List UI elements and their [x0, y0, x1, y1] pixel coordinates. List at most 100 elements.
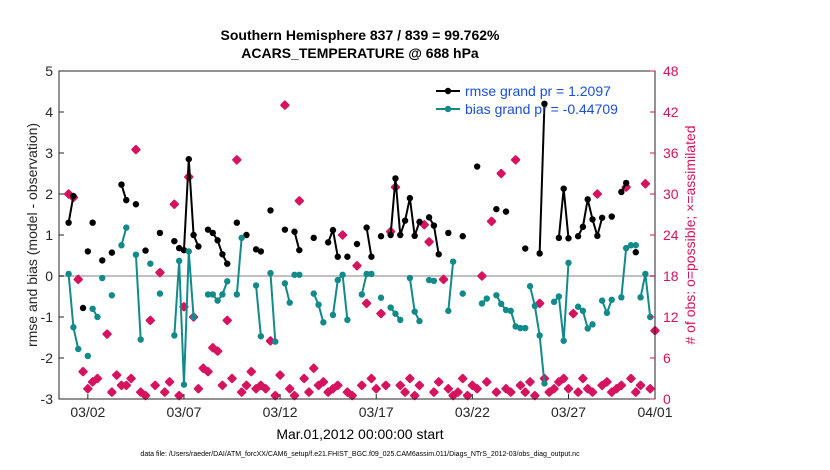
- obs-assimilated-point: [486, 216, 497, 227]
- obs-assimilated-point: [409, 390, 420, 401]
- rmse-point: [219, 251, 226, 258]
- rmse-legend-marker: [444, 87, 452, 95]
- obs-assimilated-point: [602, 377, 612, 387]
- obs-assimilated-point: [289, 390, 300, 401]
- rmse-point: [392, 175, 399, 182]
- left-tick-label: 1: [45, 227, 53, 243]
- bias-point: [123, 224, 130, 231]
- obs-assimilated-point: [333, 380, 343, 391]
- obs-assimilated-point: [73, 274, 83, 285]
- obs-assimilated-point: [510, 155, 521, 165]
- obs-assimilated-point: [217, 380, 228, 391]
- obs-assimilated-point: [429, 387, 439, 397]
- plot-frame: [58, 70, 656, 400]
- obs-assimilated-point: [414, 380, 425, 391]
- bias-point: [507, 307, 515, 315]
- obs-assimilated-point: [357, 380, 367, 391]
- right-tick-label: 0: [663, 391, 671, 407]
- bias-point: [387, 304, 394, 311]
- rmse-point: [214, 237, 221, 244]
- obs-assimilated-point: [477, 271, 487, 281]
- obs-assimilated-point: [520, 387, 530, 397]
- bias-point: [252, 282, 260, 289]
- rmse-series-line: [67, 195, 75, 223]
- obs-assimilated-point: [506, 387, 516, 397]
- bias-point: [267, 269, 274, 277]
- obs-assimilated-point: [496, 168, 506, 179]
- bias-point: [99, 274, 106, 282]
- obs-assimilated-point: [92, 373, 103, 384]
- obs-assimilated-point: [530, 390, 540, 401]
- rmse-point: [224, 260, 231, 267]
- left-tick-label: 5: [45, 63, 53, 79]
- obs-assimilated-point: [578, 373, 588, 384]
- left-tick-label: 3: [45, 145, 53, 161]
- obs-assimilated-point: [193, 384, 204, 394]
- chart-title-line1: Southern Hemisphere 837 / 839 = 99.762%: [220, 27, 500, 43]
- obs-assimilated-point: [462, 390, 473, 401]
- rmse-point: [70, 192, 77, 200]
- bias-point: [579, 307, 587, 315]
- obs-assimilated-point: [472, 384, 482, 394]
- obs-assimilated-point: [318, 377, 329, 387]
- bias-point: [190, 313, 197, 321]
- rmse-point: [233, 219, 241, 226]
- obs-assimilated-point: [568, 308, 578, 319]
- obs-assimilated-point: [203, 366, 213, 377]
- rmse-point: [243, 231, 250, 239]
- obs-assimilated-point: [366, 373, 377, 384]
- rmse-point: [493, 205, 500, 213]
- rmse-point: [387, 231, 394, 239]
- rmse-point: [565, 235, 572, 242]
- bias-point: [598, 297, 606, 304]
- bias-point: [89, 305, 96, 312]
- rmse-point: [445, 229, 452, 237]
- rmse-point: [363, 224, 370, 231]
- rmse-point: [406, 194, 414, 202]
- bias-point: [618, 294, 625, 301]
- bias-point: [156, 290, 164, 297]
- rmse-point: [65, 219, 72, 226]
- rmse-point: [79, 304, 87, 312]
- obs-assimilated-point: [222, 315, 232, 326]
- bias-point: [281, 280, 289, 287]
- bias-point: [180, 381, 188, 388]
- bias-series-line: [67, 273, 80, 350]
- rmse-point: [459, 233, 466, 240]
- rmse-point: [281, 226, 289, 233]
- rmse-point: [171, 237, 178, 245]
- obs-assimilated-point: [558, 373, 569, 384]
- bias-series-line: [269, 273, 277, 342]
- obs-assimilated-point: [212, 346, 223, 356]
- obs-assimilated-point: [285, 384, 295, 394]
- rmse-point: [425, 214, 433, 221]
- obs-assimilated-point: [626, 373, 636, 384]
- y-axis-label-left: rmse and bias (model - observation): [24, 123, 40, 347]
- bias-series-line: [283, 283, 291, 303]
- bias-point: [291, 271, 298, 278]
- x-tick-label: 03/02: [70, 404, 105, 420]
- obs-assimilated-point: [150, 380, 160, 391]
- bias-point: [550, 298, 558, 306]
- bias-point: [574, 303, 582, 310]
- bias-point: [430, 277, 438, 285]
- obs-assimilated-point: [78, 366, 88, 377]
- bias-point: [416, 317, 423, 325]
- obs-assimilated-point: [434, 377, 444, 387]
- obs-assimilated-point: [145, 315, 156, 326]
- obs-assimilated-point: [102, 329, 112, 339]
- rmse-point: [310, 234, 317, 242]
- rmse-point: [397, 231, 404, 239]
- rmse-series-line: [365, 227, 373, 257]
- bias-point: [296, 271, 303, 278]
- bias-point: [536, 332, 543, 339]
- rmse-point: [618, 188, 625, 196]
- rmse-point: [579, 223, 587, 230]
- bias-point: [65, 270, 72, 278]
- bias-point: [204, 291, 212, 298]
- obs-assimilated-point: [352, 261, 362, 271]
- rmse-point: [536, 250, 543, 257]
- bias-point: [175, 257, 183, 265]
- bias-point: [344, 316, 351, 324]
- rmse-point: [632, 249, 639, 256]
